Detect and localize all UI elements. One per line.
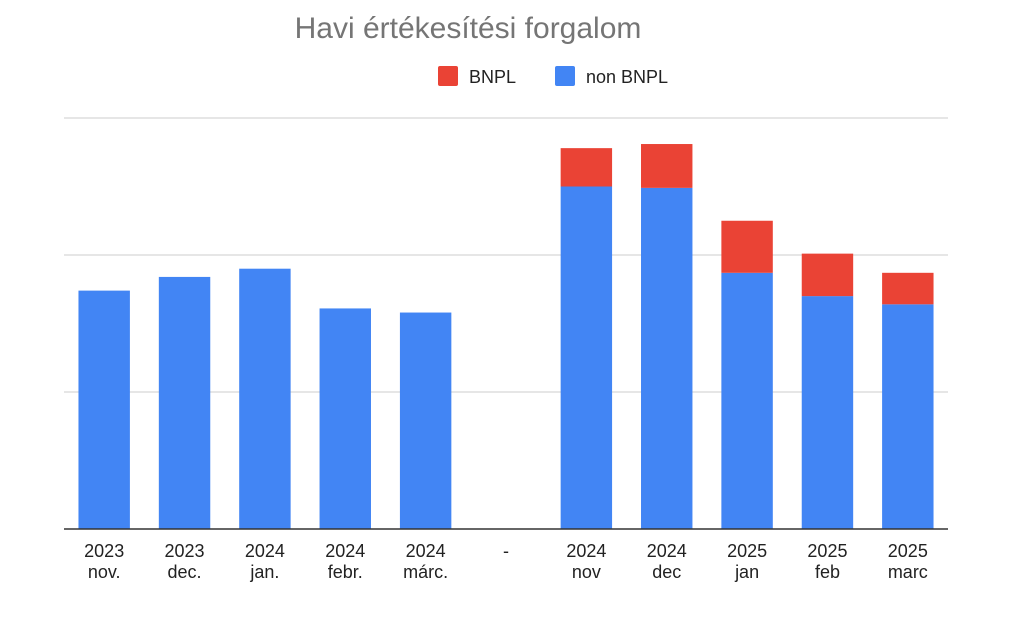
legend-swatch-non-bnpl xyxy=(555,66,575,86)
x-tick-label-3-1: febr. xyxy=(328,562,363,582)
x-tick-label-2-1: jan. xyxy=(249,562,279,582)
x-tick-label-10-1: marc xyxy=(888,562,928,582)
bar-non-bnpl-6 xyxy=(560,186,613,529)
bar-bnpl-8 xyxy=(721,220,773,273)
x-tick-label-9-0: 2025 xyxy=(807,541,847,561)
bar-non-bnpl-9 xyxy=(801,296,854,529)
x-tick-label-0-0: 2023 xyxy=(84,541,124,561)
bar-bnpl-7 xyxy=(641,144,693,188)
x-tick-label-9-1: feb xyxy=(815,562,840,582)
x-tick-label-7-0: 2024 xyxy=(647,541,687,561)
x-tick-label-2-0: 2024 xyxy=(245,541,285,561)
x-tick-label-1-1: dec. xyxy=(168,562,202,582)
x-tick-label-1-0: 2023 xyxy=(165,541,205,561)
legend: BNPL non BNPL xyxy=(438,66,668,87)
bar-non-bnpl-2 xyxy=(239,268,291,529)
bar-bnpl-10 xyxy=(882,272,934,305)
bar-bnpl-6 xyxy=(560,148,613,187)
legend-label-bnpl: BNPL xyxy=(469,67,516,87)
x-tick-label-4-1: márc. xyxy=(403,562,448,582)
x-tick-label-3-0: 2024 xyxy=(325,541,365,561)
bar-bnpl-9 xyxy=(801,253,854,297)
x-tick-label-6-1: nov xyxy=(572,562,601,582)
bar-non-bnpl-1 xyxy=(158,276,211,529)
x-tick-label-4-0: 2024 xyxy=(406,541,446,561)
bar-non-bnpl-10 xyxy=(882,304,934,529)
legend-label-non-bnpl: non BNPL xyxy=(586,67,668,87)
bar-non-bnpl-0 xyxy=(78,290,130,529)
x-tick-label-6-0: 2024 xyxy=(566,541,606,561)
x-tick-label-8-0: 2025 xyxy=(727,541,767,561)
x-tick-label-7-1: dec xyxy=(652,562,681,582)
bar-non-bnpl-8 xyxy=(721,272,773,529)
bars xyxy=(64,144,948,530)
bar-non-bnpl-4 xyxy=(399,312,452,529)
bar-non-bnpl-7 xyxy=(641,187,693,529)
x-tick-label-0-1: nov. xyxy=(88,562,121,582)
x-axis-ticks: 2023nov.2023dec.2024jan.2024febr.2024már… xyxy=(84,541,928,582)
bar-non-bnpl-3 xyxy=(319,308,371,529)
x-tick-label-8-1: jan xyxy=(734,562,759,582)
x-tick-label-5-0: - xyxy=(503,541,509,561)
x-tick-label-10-0: 2025 xyxy=(888,541,928,561)
chart-title: Havi értékesítési forgalom xyxy=(295,12,642,45)
legend-swatch-bnpl xyxy=(438,66,458,86)
gridlines xyxy=(64,117,948,393)
